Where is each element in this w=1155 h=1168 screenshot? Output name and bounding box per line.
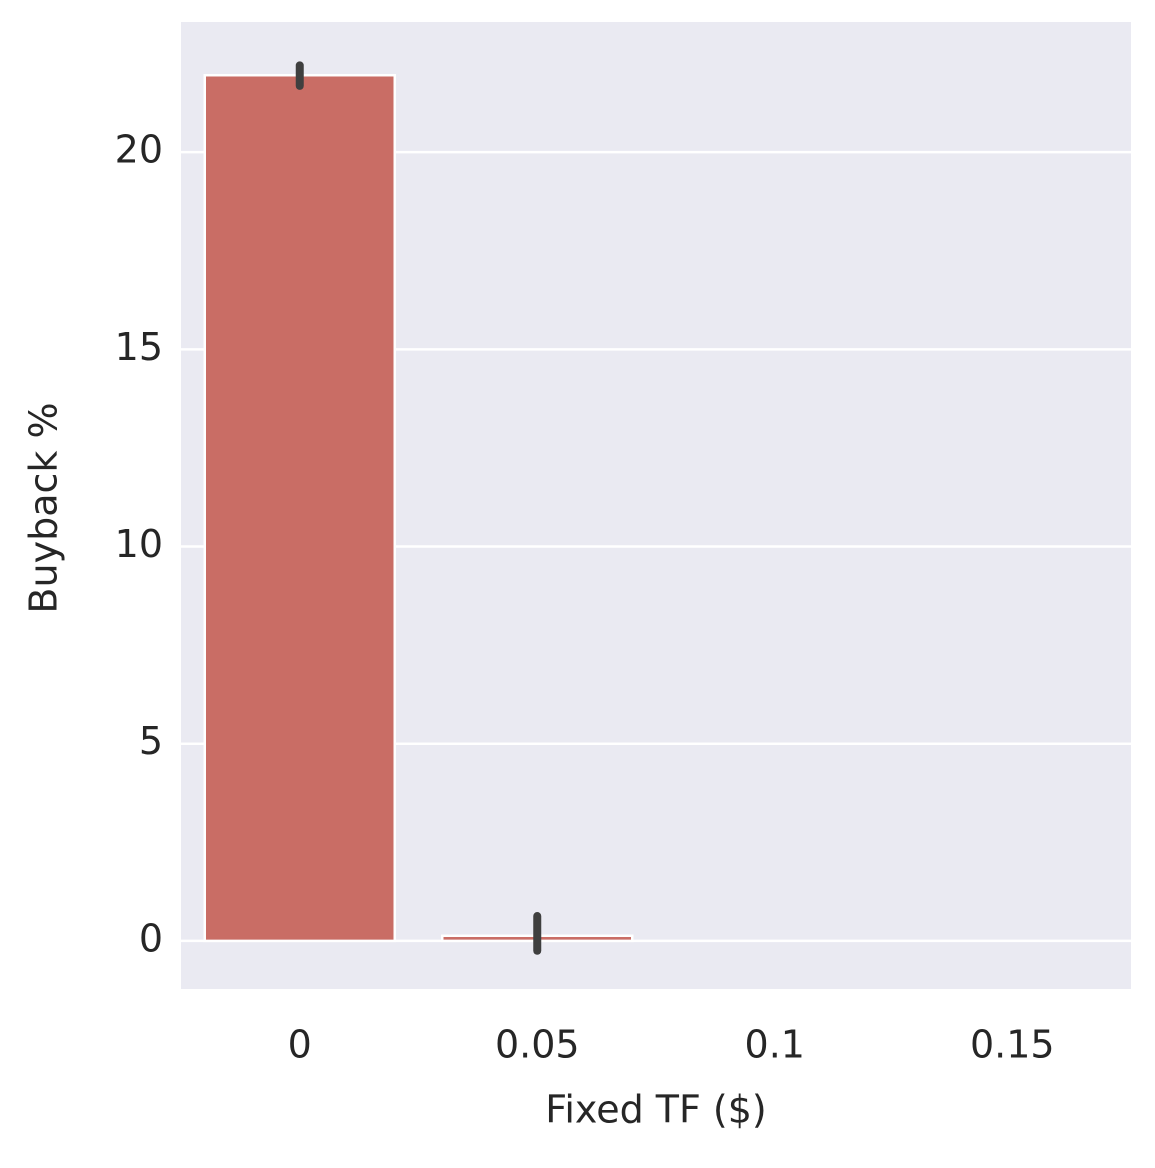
x-tick-label: 0.05 — [495, 1023, 580, 1067]
x-axis-label: Fixed TF ($) — [545, 1088, 767, 1132]
y-tick-label: 0 — [139, 916, 163, 960]
y-tick-label: 15 — [115, 325, 163, 369]
x-tick-label: 0.15 — [970, 1023, 1055, 1067]
x-tick-label: 0.1 — [745, 1023, 805, 1067]
bar — [203, 73, 396, 943]
y-tick-label: 5 — [139, 719, 163, 763]
y-tick-label: 10 — [115, 522, 163, 566]
y-tick-label: 20 — [115, 128, 163, 172]
marks — [203, 61, 634, 955]
x-tick-label: 0 — [288, 1023, 312, 1067]
y-axis-label: Buyback % — [22, 402, 66, 613]
